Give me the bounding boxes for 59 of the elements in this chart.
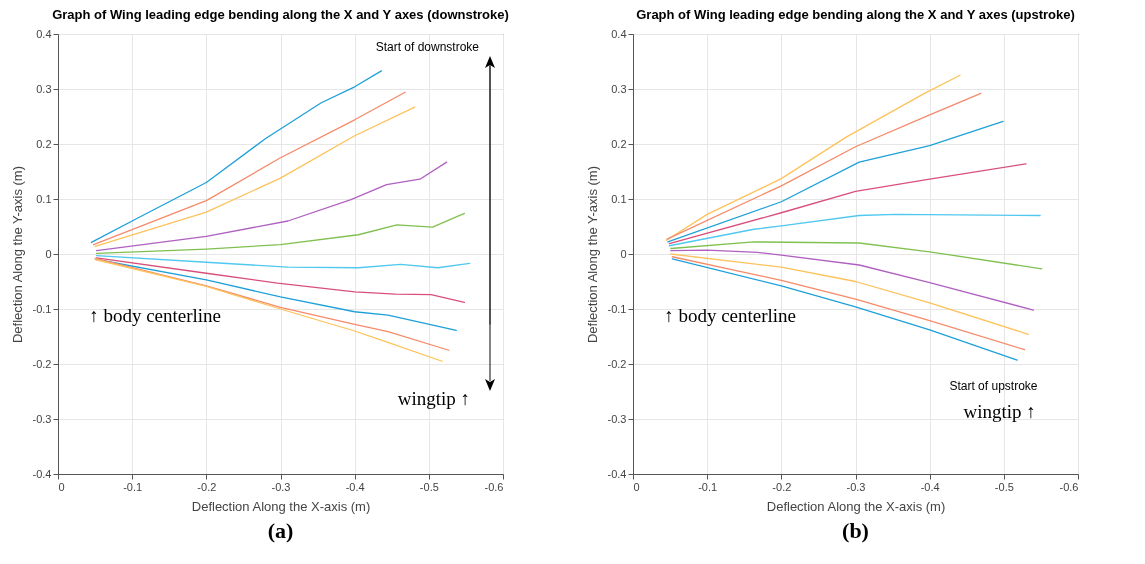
line-series [666, 92, 982, 240]
y-tick-label: -0.3 [607, 412, 627, 425]
y-tick-label: 0.1 [611, 192, 627, 205]
chart-title: Graph of Wing leading edge bending along the X and Y axes (downstroke) [52, 7, 509, 22]
line-series [667, 120, 1004, 243]
y-tick-label: -0.2 [607, 357, 627, 370]
y-tick-label: 0 [45, 247, 52, 260]
y-tick-label: 0.2 [36, 137, 52, 150]
x-tick-label: -0.1 [123, 480, 143, 493]
line-series [95, 161, 448, 252]
x-tick-label: -0.5 [419, 480, 439, 493]
y-tick-label: 0.4 [36, 27, 52, 40]
y-tick-label: 0 [620, 247, 627, 260]
annotation: wingtip ↑ [397, 388, 471, 410]
y-tick-label: 0.2 [611, 137, 627, 150]
y-tick-label: -0.2 [32, 357, 52, 370]
x-tick-label: -0.3 [846, 480, 866, 493]
annotation: ↑ body centerline [664, 304, 797, 326]
line-series [95, 255, 471, 269]
y-axis-title: Deflection Along the Y-axis (m) [584, 165, 600, 344]
x-tick-label: -0.5 [994, 480, 1014, 493]
y-tick-label: -0.4 [607, 467, 627, 480]
text: (a) [267, 518, 294, 544]
line-series [670, 249, 1035, 311]
annotation: Start of upstroke [949, 379, 1038, 393]
x-tick-label: -0.1 [698, 480, 718, 493]
text: (b) [842, 518, 869, 544]
y-tick-label: 0.4 [611, 27, 627, 40]
y-tick-label: -0.4 [32, 467, 52, 480]
y-tick-label: -0.1 [607, 302, 627, 315]
line-series [670, 241, 1043, 270]
line-series [668, 213, 1041, 247]
x-axis-title: Deflection Along the X-axis (m) [191, 498, 371, 514]
line-series [665, 74, 961, 241]
line-series [90, 70, 383, 244]
x-tick-label: 0 [58, 480, 65, 493]
y-tick-label: -0.1 [32, 302, 52, 315]
annotation: Start of downstroke [375, 40, 480, 55]
y-tick-label: 0.3 [36, 82, 52, 95]
x-tick-label: -0.4 [920, 480, 940, 493]
y-axis-title: Deflection Along the Y-axis (m) [9, 165, 25, 344]
y-tick-label: -0.3 [32, 412, 52, 425]
y-tick-label: 0.3 [611, 82, 627, 95]
x-tick-label: -0.4 [345, 480, 365, 493]
annotation: wingtip ↑ [963, 401, 1036, 423]
x-tick-label: -0.6 [484, 480, 504, 493]
annotation: ↑ body centerline [89, 304, 222, 326]
x-tick-label: 0 [633, 480, 640, 493]
x-tick-label: -0.2 [197, 480, 217, 493]
line-series [670, 253, 1029, 335]
x-tick-label: -0.6 [1059, 480, 1079, 493]
chart-title: Graph of Wing leading edge bending along the X and Y axes (upstroke) [636, 7, 1075, 22]
x-axis-title: Deflection Along the X-axis (m) [766, 498, 946, 514]
line-series [95, 257, 466, 304]
x-tick-label: -0.3 [271, 480, 291, 493]
line-series [668, 163, 1027, 245]
line-series [95, 212, 466, 255]
x-tick-label: -0.2 [772, 480, 792, 493]
y-tick-label: 0.1 [36, 192, 52, 205]
